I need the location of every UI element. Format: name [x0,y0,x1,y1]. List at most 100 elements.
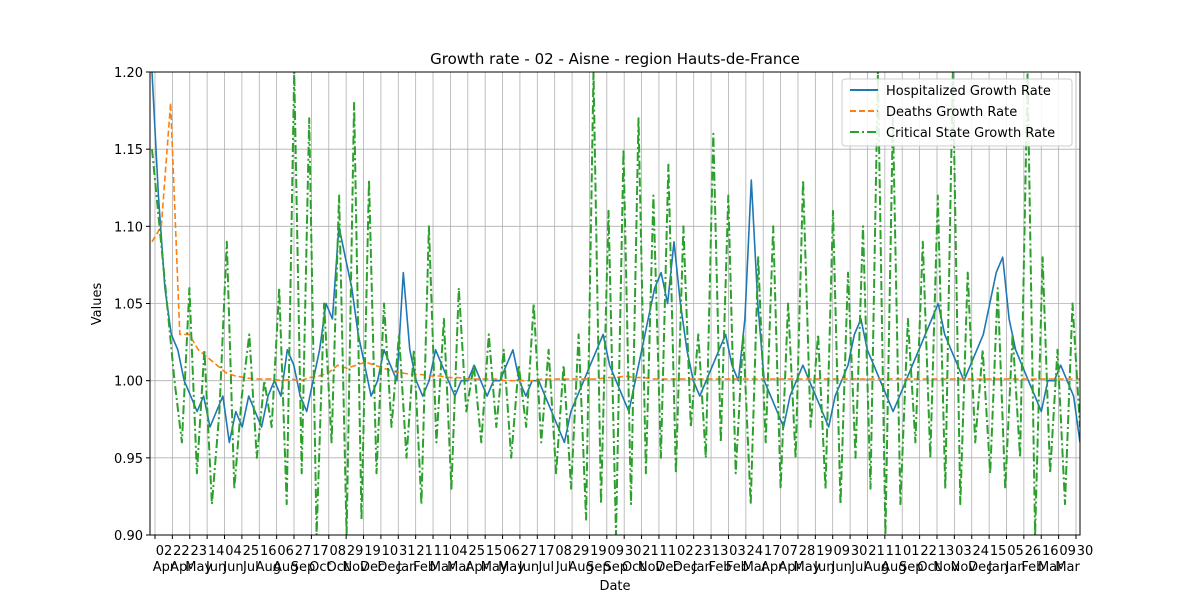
series-layer [151,72,1080,535]
x-tick-label-month: Oct [917,560,939,575]
x-tick-label-day: 06 [503,544,520,559]
series-line-1 [151,72,1080,444]
x-tick-label-day: 16 [260,544,277,559]
x-tick-label-day: 30 [1077,544,1094,559]
x-tick-label-day: 03 [955,544,972,559]
x-tick-label-month: Jul [537,560,554,575]
x-tick-label-day: 04 [225,544,242,559]
legend-label: Hospitalized Growth Rate [886,84,1051,99]
x-tick-label-day: 19 [590,544,607,559]
y-tick-label: 1.10 [114,220,143,235]
x-tick-label-day: 27 [295,544,312,559]
x-tick-label-month: Feb [413,560,436,575]
x-tick-label-month: Mar [447,560,472,575]
chart-title: Growth rate - 02 - Aisne - region Hauts-… [430,50,800,68]
x-tick-label-month: Jun [831,560,852,575]
x-tick-label-month: Jun [222,560,243,575]
x-tick-label-month: Mar [1038,560,1063,575]
y-tick-label: 1.15 [114,143,143,158]
x-tick-label-month: Jan [692,560,713,575]
x-tick-label-month: Jan [396,560,417,575]
x-tick-label-day: 10 [382,544,399,559]
x-tick-label-day: 08 [555,544,572,559]
x-tick-label-month: Apr [466,560,489,575]
x-tick-label-day: 29 [573,544,590,559]
x-tick-label-day: 02 [156,544,173,559]
x-tick-label-day: 24 [747,544,764,559]
x-tick-label-day: 29 [347,544,364,559]
x-tick-label-day: 26 [1025,544,1042,559]
x-tick-label-month: May [185,560,212,575]
x-tick-label-month: Apr [153,560,176,575]
y-tick-label: 0.95 [114,452,143,467]
x-tick-label-day: 15 [990,544,1007,559]
x-tick-label-month: Nov [342,560,368,575]
x-tick-label-month: Aug [256,560,281,575]
x-tick-label-month: Jul [850,560,867,575]
x-tick-label-month: Jan [987,560,1008,575]
x-tick-label-day: 24 [972,544,989,559]
x-axis: 02 22 23 14 04 25 16 06 27 17 08 29 19 10 31 21 11 04 25 15… [153,535,1094,575]
x-tick-label-month: Sep [586,560,611,575]
x-tick-label-month: Mar [430,560,455,575]
x-tick-label-month: Jul [242,560,259,575]
x-tick-label-month: Oct [622,560,644,575]
series-line-2 [151,102,1080,382]
x-tick-label-day: 11 [434,544,451,559]
x-tick-label-month: Aug [568,560,593,575]
x-tick-label-month: Dec [655,560,680,575]
x-tick-label-day: 13 [938,544,955,559]
x-tick-label-day: 03 [729,544,746,559]
x-tick-label-day: 16 [1042,544,1059,559]
x-tick-label-month: Feb [726,560,749,575]
y-tick-label: 1.00 [114,375,143,390]
y-tick-label: 1.05 [114,298,143,313]
x-tick-label-month: Nov [638,560,664,575]
x-tick-label-month: Oct [327,560,349,575]
x-tick-label-month: May [794,560,821,575]
x-tick-label-day: 23 [190,544,207,559]
x-tick-label-day: 30 [625,544,642,559]
x-tick-label-month: May [481,560,508,575]
x-tick-label-day: 08 [330,544,347,559]
x-tick-label-day: 23 [694,544,711,559]
x-tick-label-day: 19 [816,544,833,559]
x-tick-label-month: Dec [673,560,698,575]
x-tick-label-day: 06 [277,544,294,559]
x-tick-label-month: Dec [360,560,385,575]
x-tick-label-day: 15 [486,544,503,559]
y-tick-label: 0.90 [114,529,143,544]
x-tick-label-day: 25 [243,544,260,559]
x-tick-label-day: 22 [173,544,190,559]
x-tick-label-day: 21 [642,544,659,559]
x-tick-label-day: 17 [538,544,555,559]
x-tick-label-month: Nov [951,560,977,575]
x-tick-label-day: 28 [799,544,816,559]
legend-label: Deaths Growth Rate [886,105,1017,120]
x-tick-label-month: Feb [709,560,732,575]
x-tick-label-month: Jul [555,560,572,575]
y-tick-label: 1.20 [114,66,143,81]
legend-box [841,78,1073,147]
x-tick-label-month: Jun [205,560,226,575]
x-tick-label-day: 09 [1059,544,1076,559]
x-tick-label-month: Jun [813,560,834,575]
x-tick-label-day: 25 [469,544,486,559]
x-tick-label-month: Nov [933,560,959,575]
x-tick-label-day: 31 [399,544,416,559]
x-tick-label-day: 05 [1007,544,1024,559]
x-tick-label-day: 04 [451,544,468,559]
series-line-3 [151,72,1080,535]
x-tick-label-day: 01 [903,544,920,559]
legend: Hospitalized Growth Rate Deaths Growth Ra… [841,78,1073,147]
x-tick-label-day: 09 [608,544,625,559]
x-tick-label-day: 14 [208,544,225,559]
x-tick-label-month: Dec [968,560,993,575]
x-tick-label-day: 09 [833,544,850,559]
x-tick-label-month: Aug [881,560,906,575]
x-axis-title: Date [599,579,630,594]
x-tick-label-month: Sep [291,560,316,575]
x-tick-label-day: 27 [521,544,538,559]
x-tick-label-day: 07 [781,544,798,559]
x-tick-label-month: Sep [604,560,629,575]
